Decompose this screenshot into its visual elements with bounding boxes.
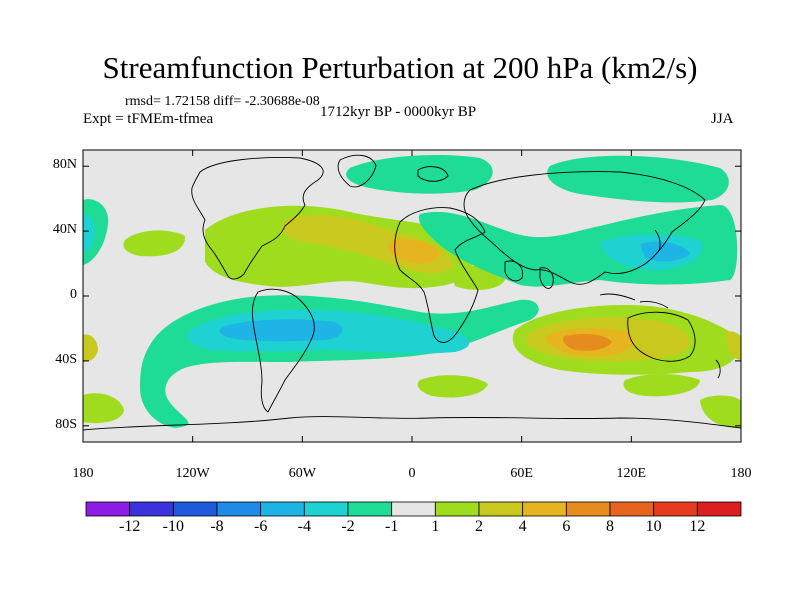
colorbar-swatch xyxy=(653,501,698,517)
colorbar-swatch xyxy=(565,501,611,517)
positive-anomaly-south-atlantic xyxy=(417,375,488,398)
experiment-label: Expt = tFMEm-tfmea xyxy=(83,111,214,127)
colorbar xyxy=(85,501,742,517)
lon-label: 120W xyxy=(175,466,210,481)
colorbar-swatch xyxy=(391,501,436,517)
negative-anomaly-west-edge-inner xyxy=(83,214,95,252)
coastline-greenland xyxy=(337,154,377,188)
lon-label: 60W xyxy=(288,466,316,481)
lon-label: 180 xyxy=(730,466,752,481)
lat-label: 40S xyxy=(55,351,77,367)
colorbar-swatch xyxy=(172,501,218,517)
lon-label: 0 xyxy=(408,466,416,481)
colorbar-label: -4 xyxy=(297,518,311,535)
lon-label: 120E xyxy=(616,466,647,481)
coastline-indonesia xyxy=(599,293,636,301)
positive-anomaly-pacific xyxy=(123,230,186,257)
coastline-europe-africa xyxy=(394,207,486,343)
positive-anomaly-atlantic-core xyxy=(388,239,440,264)
negative-anomaly-west-edge xyxy=(83,199,109,265)
colorbar-swatch xyxy=(434,501,480,517)
season-label: JJA xyxy=(711,111,734,127)
period-label: 1712kyr BP - 0000kyr BP xyxy=(320,104,477,120)
lat-label: 40N xyxy=(52,222,77,238)
negative-anomaly-asia-core xyxy=(640,241,690,262)
coastline-australia xyxy=(627,311,696,362)
negative-anomaly-southern-core xyxy=(219,319,343,342)
positive-anomaly-south-pacific xyxy=(623,374,700,397)
lat-label: 0 xyxy=(70,287,77,302)
colorbar-label: 2 xyxy=(475,518,483,535)
colorbar-label: -1 xyxy=(384,518,399,535)
colorbar-label: -6 xyxy=(253,518,268,535)
stats-line: rmsd= 1.72158 diff= -2.30688e-08 xyxy=(125,94,320,109)
colorbar-label: -10 xyxy=(162,518,184,535)
coastline-south-america xyxy=(251,288,315,413)
coastlines xyxy=(83,154,741,431)
colorbar-label: 4 xyxy=(518,518,527,535)
colorbar-swatch xyxy=(129,501,174,517)
colorbar-label: 6 xyxy=(562,518,571,535)
colorbar-label: 1 xyxy=(431,518,440,535)
colorbar-label: -12 xyxy=(118,518,141,535)
positive-anomaly-west-edge xyxy=(83,334,98,362)
coastline-asia xyxy=(463,171,706,285)
lat-label: 80N xyxy=(52,157,77,173)
colorbar-swatch xyxy=(478,501,524,517)
colorbar-swatch xyxy=(522,501,567,517)
colorbar-swatch xyxy=(347,501,393,517)
colorbar-label: -8 xyxy=(210,518,224,535)
coastline-antarctica xyxy=(83,416,741,431)
axis-ticks xyxy=(82,150,742,442)
colorbar-swatch xyxy=(303,501,349,517)
colorbar-swatch xyxy=(216,501,262,517)
coastline-arabia xyxy=(504,260,523,282)
coastline-svalbard xyxy=(417,166,449,182)
colorbar-swatch xyxy=(260,501,305,517)
positive-anomaly-east-edge xyxy=(726,331,741,360)
colorbar-swatch xyxy=(696,501,742,517)
positive-anomaly-indian-center xyxy=(563,334,612,351)
negative-anomaly-arctic-east xyxy=(547,155,729,203)
colorbar-label: 8 xyxy=(606,518,614,535)
positive-anomaly-se-edge xyxy=(700,395,741,428)
negative-anomaly-arctic-west xyxy=(346,155,493,194)
colorbar-label: -2 xyxy=(341,518,355,535)
colorbar-swatch xyxy=(609,501,655,517)
colorbar-swatch xyxy=(85,501,131,517)
coastline-new-guinea xyxy=(639,301,669,309)
chart-title: Streamfunction Perturbation at 200 hPa (… xyxy=(102,50,698,85)
contour-field xyxy=(83,150,741,442)
coastline-north-america xyxy=(191,157,324,280)
positive-anomaly-sw-edge xyxy=(83,393,124,424)
colorbar-label: 10 xyxy=(645,518,662,535)
lat-label: 80S xyxy=(55,416,77,432)
coastline-india xyxy=(539,267,554,289)
coastline-japan xyxy=(654,229,661,253)
colorbar-label: 12 xyxy=(689,518,706,535)
lon-label: 60E xyxy=(510,466,533,481)
lon-label: 180 xyxy=(72,466,94,481)
coastline-new-zealand xyxy=(715,359,721,379)
